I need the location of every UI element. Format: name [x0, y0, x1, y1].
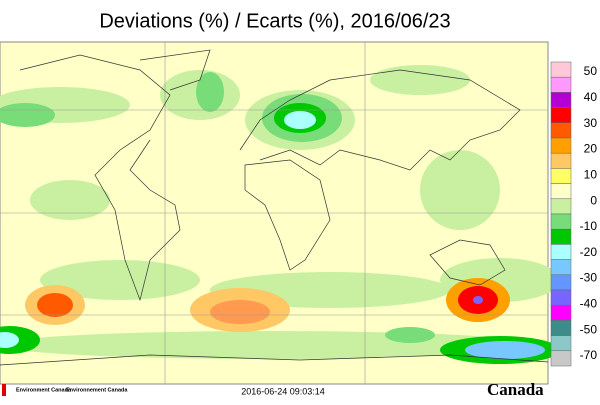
- colorbar-swatch: [550, 152, 572, 169]
- colorbar-label: -20: [580, 245, 598, 259]
- colorbar-label: -70: [580, 348, 598, 362]
- colorbar-label: 30: [584, 116, 598, 130]
- colorbar-swatch: [550, 213, 572, 230]
- colorbar-label: -40: [580, 297, 598, 311]
- colorbar-swatch: [550, 335, 572, 352]
- colorbar-swatch: [550, 122, 572, 139]
- map: [0, 41, 560, 385]
- colorbar-swatch: [550, 107, 572, 124]
- agency-fr: Environnement Canada: [66, 387, 128, 393]
- colorbar-swatch: [550, 168, 572, 184]
- colorbar-swatch: [550, 289, 572, 306]
- colorbar-label: -30: [580, 271, 598, 285]
- colorbar-swatch: [550, 244, 572, 260]
- colorbar-swatch: [550, 198, 572, 215]
- colorbar-swatch: [550, 92, 572, 108]
- colorbar-swatch: [550, 259, 572, 276]
- flag-bar: [2, 384, 6, 396]
- colorbar-swatch: [550, 320, 572, 336]
- negative-anomaly: [0, 326, 560, 364]
- colorbar-swatch: [550, 137, 572, 154]
- colorbar-swatch: [550, 304, 572, 321]
- agency-en: Environment Canada: [16, 387, 72, 393]
- coastlines: [0, 49, 549, 366]
- anomaly-core: [284, 111, 316, 129]
- colorbar-swatch: [550, 183, 572, 200]
- colorbar-swatch: [550, 76, 572, 93]
- colorbar-label: 0: [590, 193, 597, 207]
- colorbar-label: 10: [584, 167, 598, 181]
- colorbar-label: 20: [584, 142, 598, 156]
- graticule: [0, 42, 548, 384]
- colorbar: 50 40 30 20 10 0 -10 -20 -30 -40 -50 -70: [550, 61, 598, 367]
- colorbar-label: -50: [580, 322, 598, 336]
- colorbar-label: -10: [580, 219, 598, 233]
- colorbar-swatch: [550, 350, 572, 367]
- colorbar-swatch: [550, 61, 572, 78]
- colorbar-swatch: [550, 274, 572, 291]
- title: Deviations (%) / Ecarts (%), 2016/06/23: [99, 10, 450, 32]
- colorbar-label: 40: [584, 90, 598, 104]
- wordmark: Canada: [487, 380, 544, 399]
- colorbar-swatch: [550, 228, 572, 245]
- colorbar-label: 50: [584, 64, 598, 78]
- timestamp: 2016-06-24 09:03:14: [241, 386, 325, 396]
